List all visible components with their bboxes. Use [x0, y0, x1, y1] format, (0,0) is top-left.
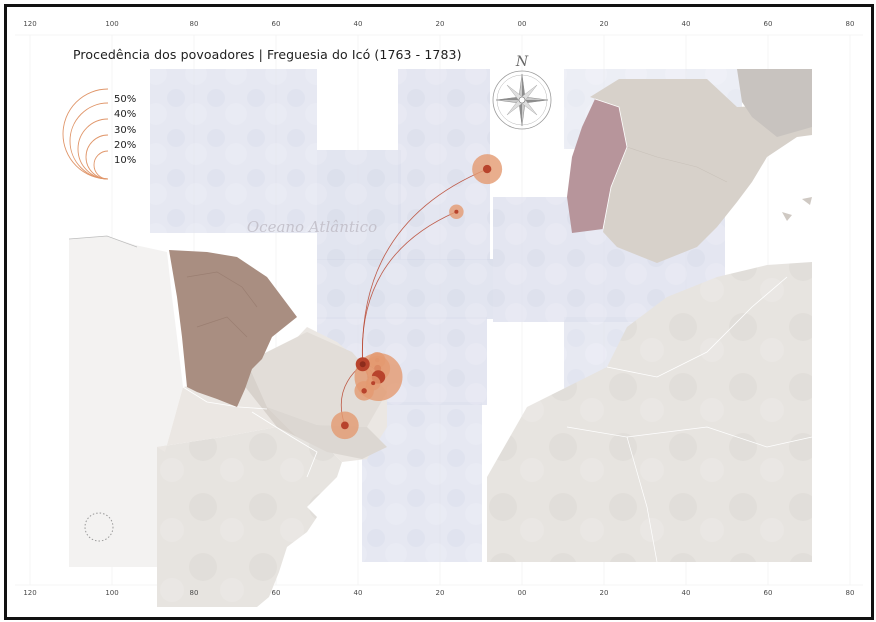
- legend-arc: [77, 118, 109, 180]
- bottom-tick-label: 60: [763, 589, 773, 597]
- destination-dot: [454, 209, 459, 214]
- destination-dot: [341, 421, 349, 430]
- destination-dot: [361, 388, 367, 394]
- bottom-tick-label: 80: [189, 589, 199, 597]
- map-title: Procedência dos povoadores | Freguesia d…: [73, 47, 462, 62]
- map-canvas: Oceano Atlântico N: [15, 34, 863, 607]
- top-tick-label: 80: [189, 20, 199, 28]
- bottom-tick-label: 40: [353, 589, 363, 597]
- top-tick-label: 40: [353, 20, 363, 28]
- bottom-tick-label: 20: [435, 589, 445, 597]
- portugal-region: [567, 99, 627, 233]
- scale-ornament: [84, 512, 114, 542]
- destination-dot: [482, 164, 492, 174]
- top-tick-label: 120: [23, 20, 37, 28]
- bottom-tick-label: 120: [23, 589, 37, 597]
- bottom-tick-label: 80: [845, 589, 855, 597]
- top-tick-label: 80: [845, 20, 855, 28]
- map-frame: Oceano Atlântico N Procedência dos povoa…: [4, 4, 874, 620]
- compass-rose: [492, 70, 552, 130]
- top-tick-label: 60: [763, 20, 773, 28]
- europe-africa-land: [487, 69, 813, 563]
- legend-arc: [85, 134, 109, 180]
- bottom-tick-label: 00: [517, 589, 527, 597]
- compass-north-label: N: [515, 54, 529, 70]
- flow-bubbles: [331, 154, 503, 440]
- legend-arcs: [62, 88, 109, 180]
- ocean-label: Oceano Atlântico: [247, 218, 377, 236]
- top-tick-label: 20: [599, 20, 609, 28]
- legend-label-10: 10%: [114, 155, 137, 166]
- destination-dot: [371, 381, 376, 386]
- top-tick-label: 100: [105, 20, 119, 28]
- top-tick-label: 60: [271, 20, 281, 28]
- south-america-land: [68, 235, 387, 607]
- bottom-tick-label: 20: [599, 589, 609, 597]
- legend-arc: [69, 102, 109, 180]
- legend-label-20: 20%: [114, 140, 137, 151]
- bottom-tick-label: 40: [681, 589, 691, 597]
- top-tick-label: 00: [517, 20, 527, 28]
- ceara-region: [169, 250, 297, 407]
- bottom-tick-label: 60: [271, 589, 281, 597]
- legend-label-50: 50%: [114, 94, 137, 105]
- bottom-tick-label: 100: [105, 589, 119, 597]
- legend-arc: [93, 150, 109, 180]
- legend-label-40: 40%: [114, 109, 137, 120]
- origin-core: [359, 361, 366, 368]
- top-tick-label: 20: [435, 20, 445, 28]
- legend-label-30: 30%: [114, 125, 137, 136]
- top-tick-label: 40: [681, 20, 691, 28]
- legend-arc: [62, 88, 109, 180]
- flow-line: [361, 211, 457, 365]
